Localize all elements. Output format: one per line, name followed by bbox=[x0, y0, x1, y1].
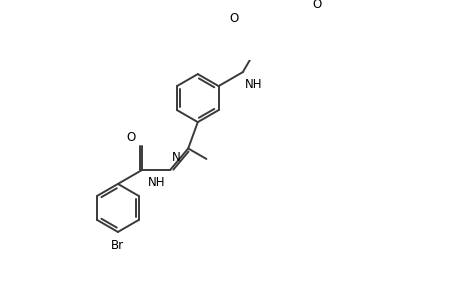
Text: Br: Br bbox=[110, 239, 123, 252]
Text: O: O bbox=[312, 0, 321, 11]
Text: NH: NH bbox=[244, 79, 261, 92]
Text: N: N bbox=[171, 151, 180, 164]
Text: O: O bbox=[229, 12, 238, 25]
Text: NH: NH bbox=[147, 176, 165, 189]
Text: O: O bbox=[126, 131, 135, 145]
